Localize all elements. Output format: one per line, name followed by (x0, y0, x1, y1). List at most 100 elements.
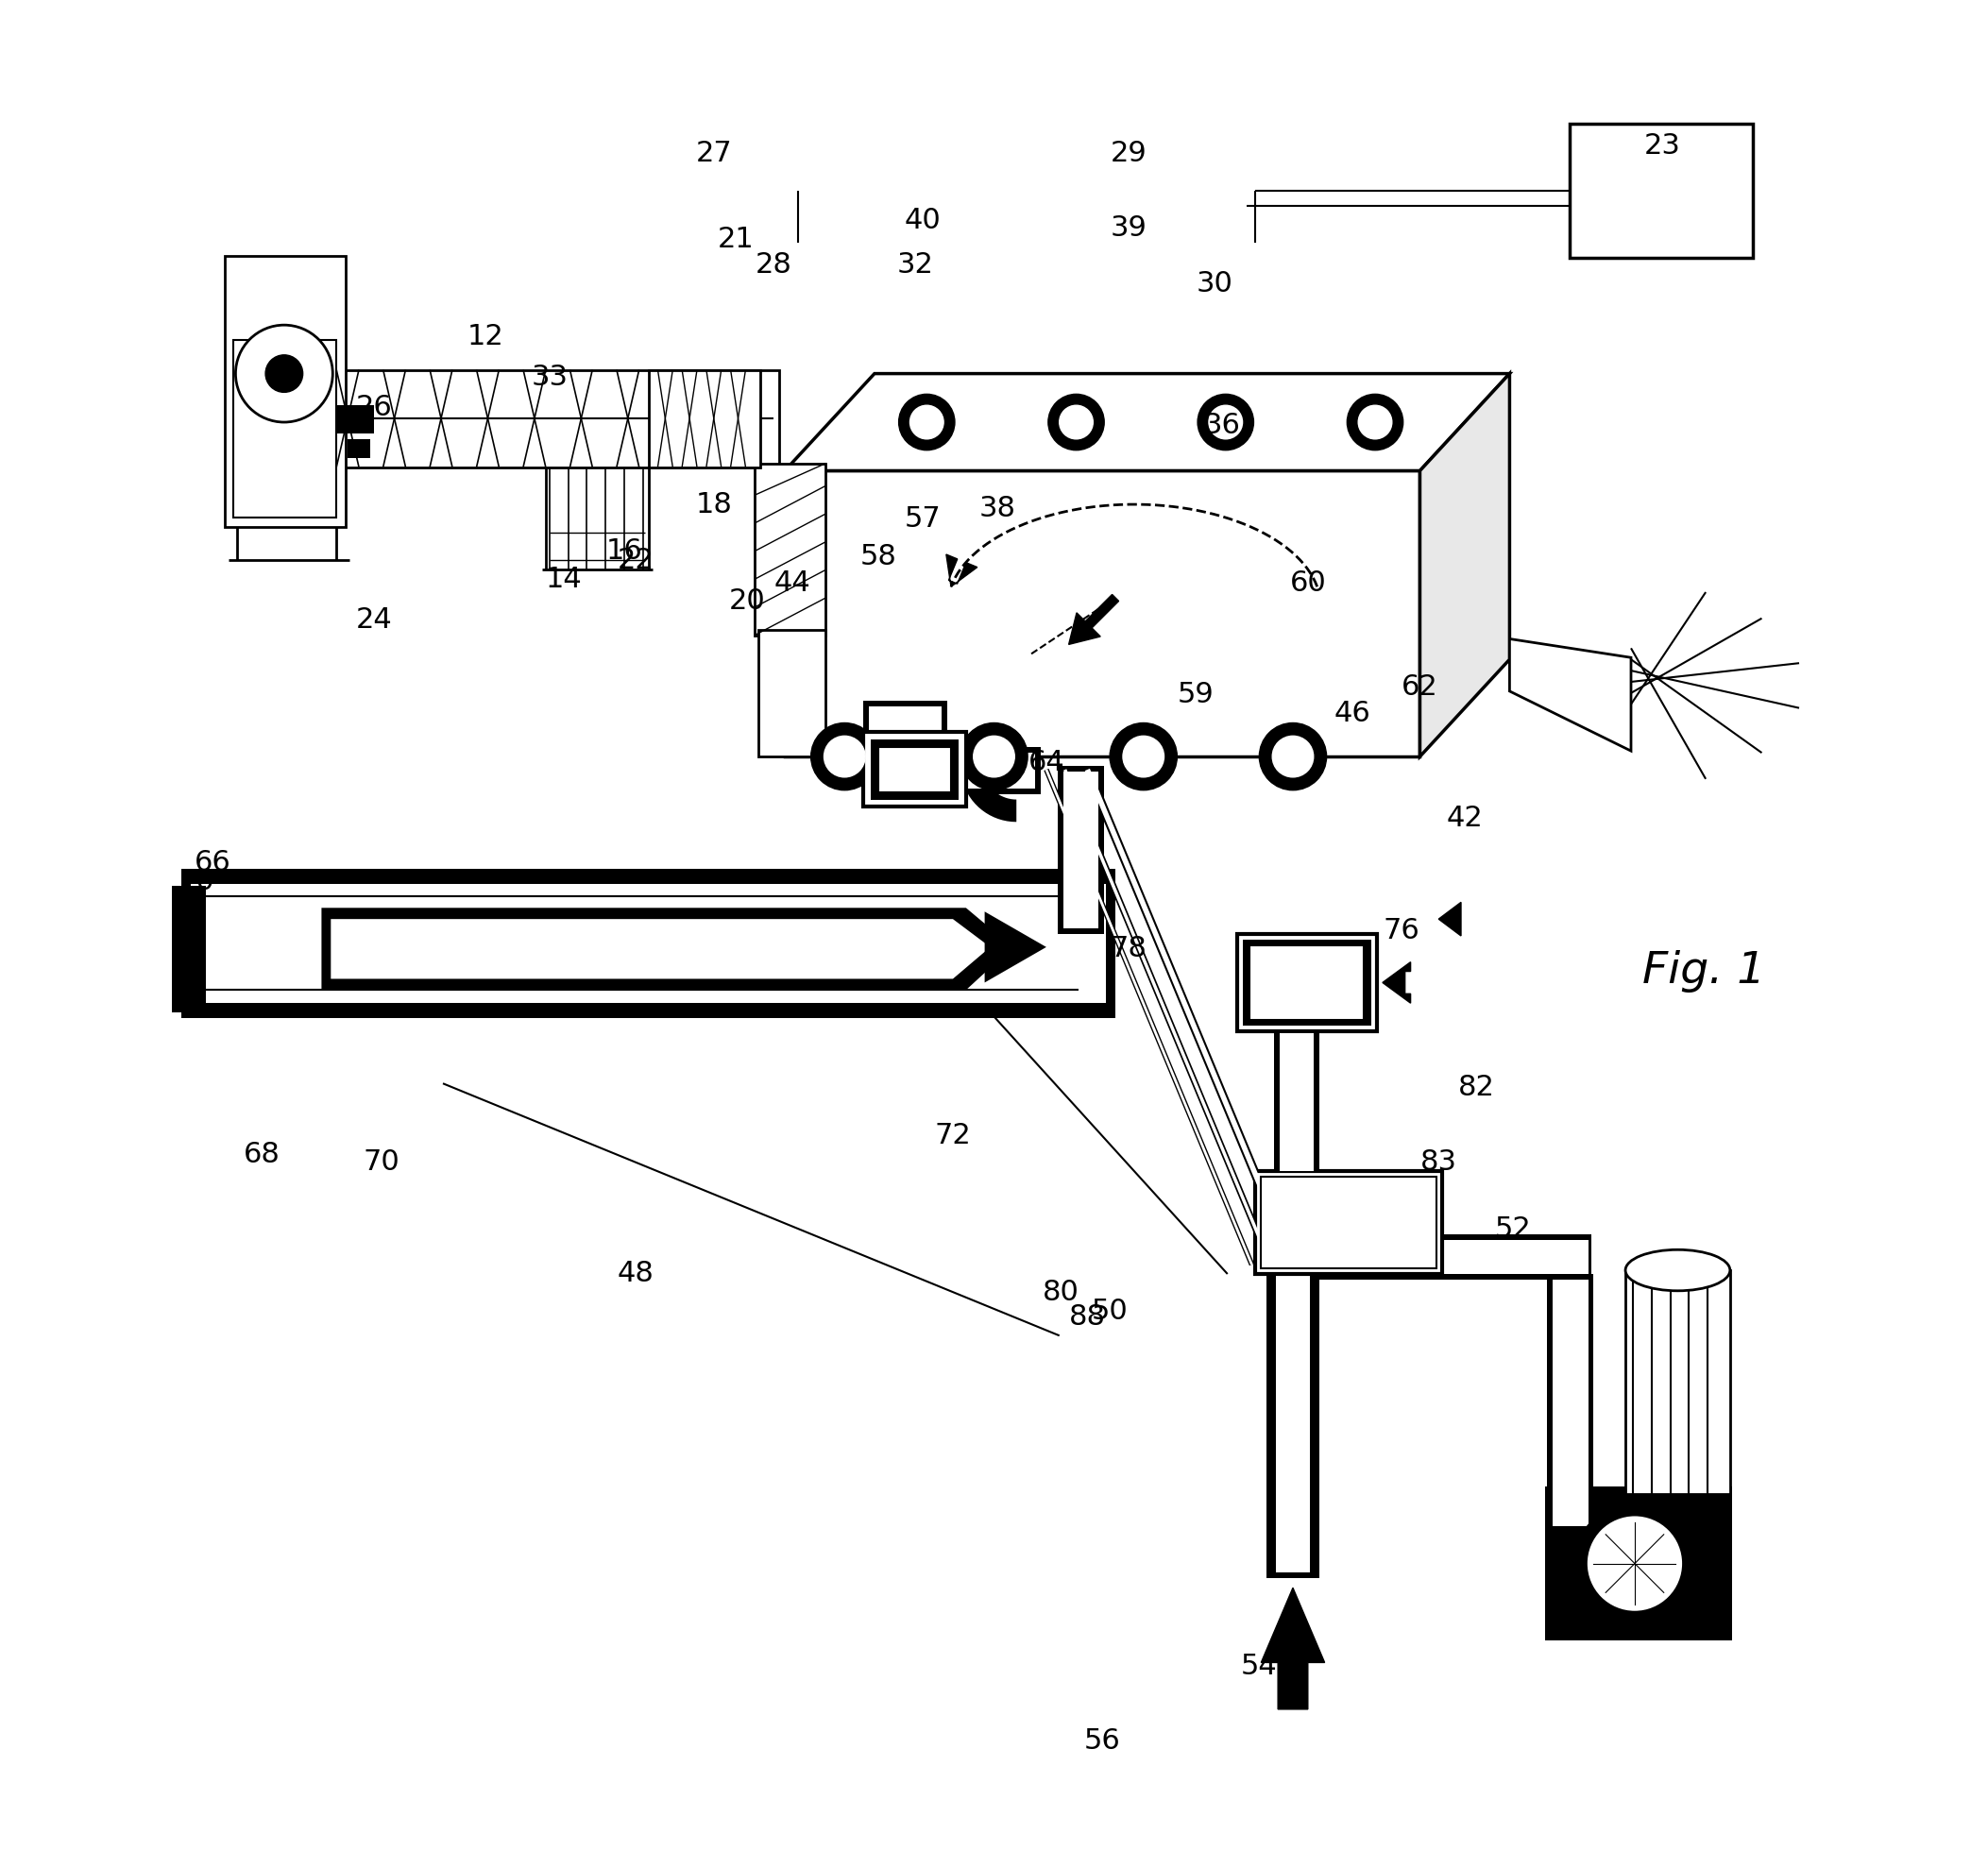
Circle shape (1048, 394, 1103, 450)
Bar (759, 630, 825, 757)
Text: 10: 10 (179, 869, 215, 895)
Text: 78: 78 (1109, 936, 1147, 962)
Bar (1242, 940, 1372, 1026)
Circle shape (1588, 1517, 1682, 1610)
Bar (181, 869, 1115, 1018)
Text: 42: 42 (1447, 805, 1483, 831)
Bar (648, 370, 761, 467)
Text: 88: 88 (1070, 1304, 1105, 1330)
Bar (173, 885, 205, 1012)
FancyArrow shape (1070, 594, 1119, 644)
Text: 28: 28 (755, 252, 791, 278)
Circle shape (823, 736, 865, 777)
Circle shape (911, 405, 944, 439)
Bar (336, 405, 374, 433)
Text: 20: 20 (730, 588, 765, 615)
Text: 16: 16 (606, 538, 642, 564)
Bar (191, 884, 1105, 1003)
Bar (755, 463, 825, 635)
Bar (879, 747, 950, 792)
Bar (1545, 1487, 1732, 1640)
Text: 82: 82 (1457, 1074, 1495, 1100)
Bar (1250, 945, 1364, 1020)
Text: 21: 21 (718, 226, 755, 252)
Text: 33: 33 (531, 364, 569, 390)
Polygon shape (1419, 374, 1509, 757)
Bar (879, 753, 1036, 788)
Bar (1270, 1235, 1592, 1280)
FancyArrow shape (946, 555, 978, 587)
Text: 76: 76 (1384, 917, 1419, 943)
Text: 64: 64 (1028, 749, 1066, 775)
Bar (225, 256, 346, 527)
Circle shape (1109, 723, 1177, 790)
Bar (1256, 1171, 1443, 1274)
FancyArrow shape (1439, 902, 1461, 936)
Bar (235, 340, 336, 517)
Text: Fig. 1: Fig. 1 (1642, 951, 1765, 992)
Text: 48: 48 (616, 1261, 654, 1287)
Text: 12: 12 (467, 323, 505, 349)
Circle shape (1358, 405, 1392, 439)
Bar (1274, 1027, 1320, 1177)
Circle shape (1209, 405, 1242, 439)
Text: 68: 68 (243, 1141, 280, 1168)
Text: 54: 54 (1241, 1653, 1278, 1679)
Bar (1237, 934, 1378, 1031)
Bar (1058, 766, 1103, 934)
Bar (869, 706, 942, 751)
Circle shape (811, 723, 879, 790)
Bar (863, 732, 966, 807)
Polygon shape (330, 919, 990, 979)
Polygon shape (322, 908, 1012, 990)
FancyArrow shape (1382, 962, 1411, 1003)
Bar (302, 370, 779, 467)
Text: 23: 23 (1644, 133, 1682, 159)
Circle shape (1348, 394, 1404, 450)
Text: 57: 57 (905, 506, 940, 532)
Bar (1547, 1274, 1594, 1532)
Bar (873, 747, 1040, 794)
Text: 36: 36 (1203, 413, 1241, 439)
Circle shape (1060, 405, 1093, 439)
Circle shape (960, 723, 1028, 790)
Polygon shape (1509, 639, 1630, 751)
Circle shape (235, 325, 332, 422)
Text: 18: 18 (696, 491, 732, 517)
Bar (1553, 1280, 1588, 1526)
FancyArrow shape (1260, 1588, 1324, 1709)
Bar (1064, 771, 1099, 928)
Circle shape (899, 394, 954, 450)
Text: 29: 29 (1109, 140, 1147, 166)
Text: 50: 50 (1091, 1298, 1127, 1324)
Bar (1266, 1252, 1320, 1578)
Text: 70: 70 (364, 1149, 400, 1175)
Text: 30: 30 (1197, 271, 1233, 297)
Circle shape (974, 736, 1014, 777)
Bar (1260, 1177, 1437, 1268)
Bar (348, 439, 370, 458)
Bar (1276, 1257, 1310, 1573)
Polygon shape (984, 912, 1046, 983)
Circle shape (1272, 736, 1314, 777)
Text: 59: 59 (1177, 682, 1215, 708)
Text: 60: 60 (1290, 570, 1326, 596)
Ellipse shape (1626, 1250, 1730, 1291)
Text: 24: 24 (356, 607, 392, 633)
Text: 80: 80 (1044, 1280, 1079, 1306)
Text: 32: 32 (897, 252, 934, 278)
Bar (1274, 1240, 1588, 1274)
Circle shape (1123, 736, 1165, 777)
Text: 38: 38 (980, 495, 1016, 521)
Polygon shape (960, 766, 1016, 822)
Text: 83: 83 (1419, 1149, 1457, 1175)
Bar (1280, 1033, 1314, 1171)
Circle shape (266, 355, 302, 392)
Circle shape (1258, 723, 1326, 790)
Text: 44: 44 (773, 570, 811, 596)
Text: 66: 66 (195, 850, 231, 876)
Circle shape (1197, 394, 1254, 450)
Text: 39: 39 (1109, 215, 1147, 241)
Text: 52: 52 (1495, 1216, 1531, 1242)
Text: 27: 27 (696, 140, 732, 166)
